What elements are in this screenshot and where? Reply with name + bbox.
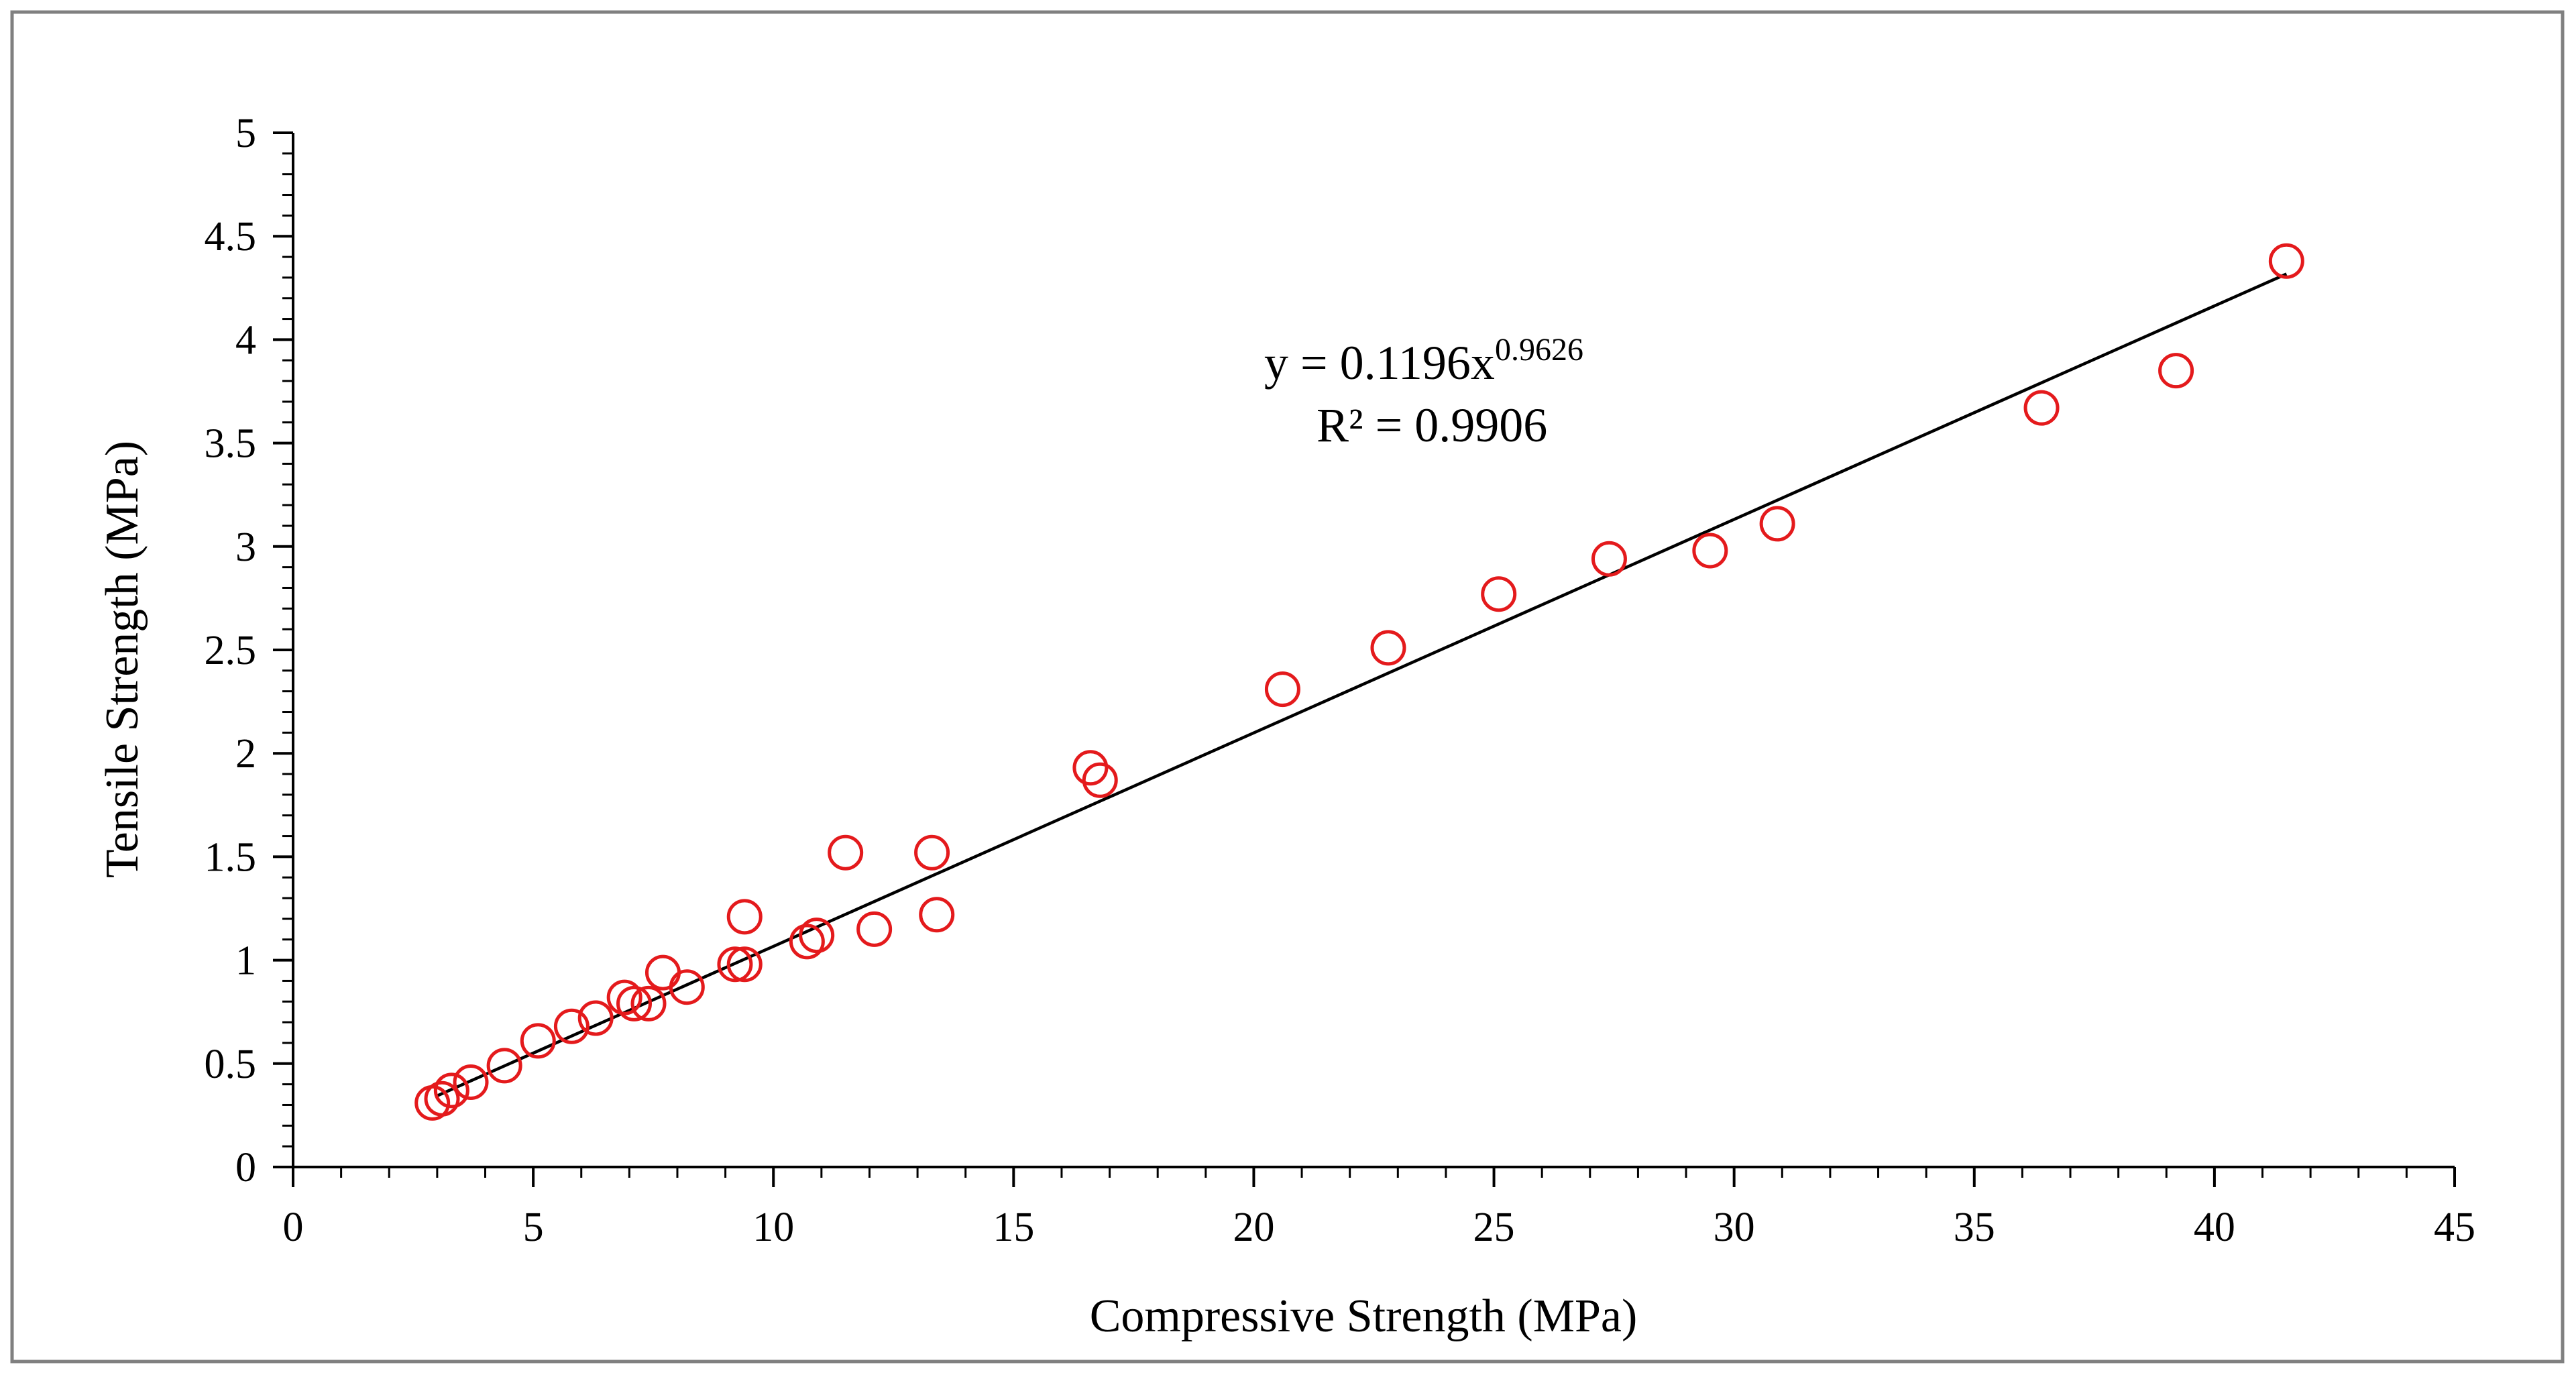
- x-tick-label: 15: [993, 1205, 1034, 1250]
- data-point: [424, 1081, 460, 1117]
- y-tick-label: 2.5: [205, 628, 257, 673]
- data-point: [789, 924, 825, 960]
- y-tick-label: 2: [235, 731, 256, 777]
- x-axis-title: Compressive Strength (MPa): [1090, 1290, 1638, 1342]
- y-major-ticks: [273, 131, 293, 1168]
- trendline-r2: R² = 0.9906: [1317, 398, 1547, 452]
- x-tick-label: 40: [2194, 1205, 2235, 1250]
- y-tick-label: 0: [235, 1145, 256, 1190]
- data-point: [2268, 243, 2304, 279]
- data-point: [2158, 353, 2194, 389]
- data-point: [1481, 576, 1517, 612]
- trendline-equation: y = 0.1196x0.9626: [1264, 332, 1583, 390]
- data-point: [828, 834, 864, 871]
- trendline-equation-exponent: 0.9626: [1495, 332, 1583, 368]
- data-point: [433, 1072, 469, 1109]
- data-point: [669, 969, 705, 1005]
- y-tick-label: 1.5: [205, 834, 257, 880]
- data-point: [553, 1008, 590, 1044]
- y-tick-label: 3: [235, 524, 256, 570]
- data-point: [1082, 762, 1118, 798]
- x-tick-label: 35: [1954, 1205, 1995, 1250]
- data-point: [616, 985, 653, 1021]
- y-tick-label: 4.5: [205, 214, 257, 260]
- data-point: [630, 985, 667, 1021]
- data-point: [1759, 506, 1795, 542]
- x-tick-label: 20: [1233, 1205, 1274, 1250]
- x-tick-labels: 0 5 10 15 20 25 30 35 40 45: [283, 1205, 2476, 1250]
- y-tick-label: 3.5: [205, 421, 257, 467]
- x-tick-label: 25: [1473, 1205, 1515, 1250]
- x-tick-label: 5: [523, 1205, 544, 1250]
- x-tick-label: 30: [1714, 1205, 1755, 1250]
- trendline-equation-base: y = 0.1196x: [1264, 336, 1495, 390]
- data-point: [799, 918, 835, 954]
- data-point: [486, 1048, 522, 1084]
- data-point: [2023, 390, 2060, 426]
- data-point: [1072, 750, 1109, 786]
- data-point: [1264, 671, 1300, 708]
- y-minor-ticks: [282, 152, 293, 1148]
- x-tick-label: 0: [283, 1205, 304, 1250]
- y-tick-label: 0.5: [205, 1042, 257, 1087]
- x-minor-ticks: [340, 1167, 2408, 1178]
- y-tick-label: 5: [235, 111, 256, 156]
- data-point: [726, 899, 763, 935]
- data-point: [1370, 630, 1406, 666]
- data-point: [1591, 541, 1627, 577]
- y-tick-label: 4: [235, 317, 256, 363]
- trendline: [436, 272, 2288, 1097]
- data-point: [856, 911, 893, 947]
- chart-frame: [10, 10, 2565, 1364]
- x-major-ticks: [292, 1167, 2456, 1187]
- x-tick-label: 45: [2434, 1205, 2475, 1250]
- data-point: [453, 1064, 489, 1101]
- y-tick-labels: 0 0.5 1 1.5 2 2.5 3 3.5 4 4.5 5: [205, 111, 257, 1190]
- data-point: [717, 946, 753, 983]
- data-point: [1692, 533, 1728, 569]
- data-points: [414, 243, 2304, 1121]
- y-axis-title: Tensile Strength (MPa): [97, 441, 148, 878]
- data-point: [914, 834, 950, 871]
- data-point: [726, 946, 763, 983]
- y-tick-label: 1: [235, 938, 256, 984]
- x-tick-label: 10: [752, 1205, 794, 1250]
- data-point: [577, 1000, 614, 1036]
- data-point: [606, 979, 642, 1015]
- data-point: [919, 897, 955, 933]
- data-point: [520, 1023, 556, 1059]
